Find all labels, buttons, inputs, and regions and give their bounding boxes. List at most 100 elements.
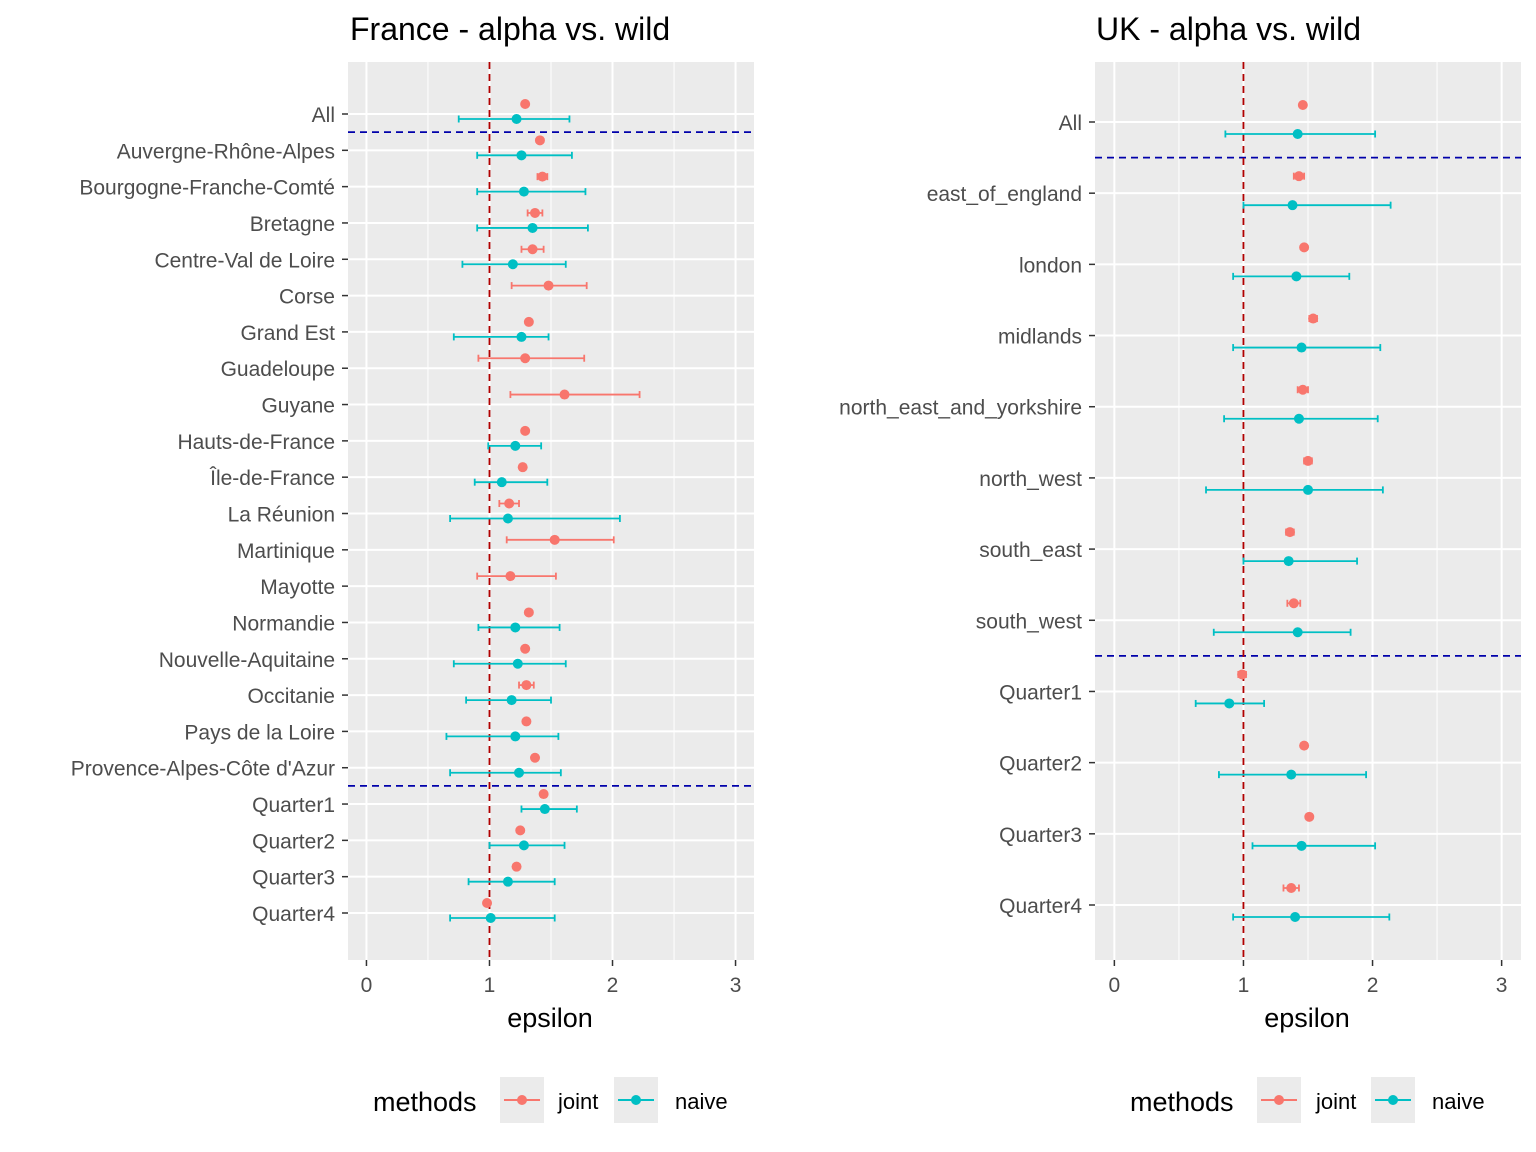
y-tick-label-normandie: Normandie xyxy=(232,612,335,635)
naive-point-south-west xyxy=(1292,627,1303,638)
joint-errorbar-occitanie xyxy=(518,680,535,691)
joint-errorbar-pays-de-la-loire xyxy=(521,716,532,727)
y-tick-label-all: All xyxy=(1059,112,1082,135)
joint-point-quarter4 xyxy=(482,898,493,908)
naive-errorbar-la-reunion xyxy=(449,513,621,524)
joint-point-la-reunion xyxy=(504,498,515,509)
joint-errorbar-quarter3 xyxy=(511,861,522,872)
x-tick-label-france: 1 xyxy=(484,974,496,997)
legend-key-point-joint-france xyxy=(517,1095,527,1105)
y-tick-label-east-of-england: east_of_england xyxy=(927,183,1082,206)
panel-france: 0 1 2 3 All Auvergne-Rhône-Alpes Bourgogne-Fra… xyxy=(71,11,754,1123)
joint-point-mayotte xyxy=(505,571,516,582)
y-tick-label-provence-alpes-cote-d-azur: Provence-Alpes-Côte d'Azur xyxy=(71,758,335,781)
naive-point-grand-est xyxy=(516,331,527,342)
naive-errorbar-occitanie xyxy=(465,695,552,706)
naive-errorbar-quarter3 xyxy=(1251,840,1377,851)
joint-point-bretagne xyxy=(530,207,541,218)
y-tick-label-north-east-and-yorkshire: north_east_and_yorkshire xyxy=(839,397,1082,420)
naive-errorbar-quarter2 xyxy=(488,840,566,851)
naive-errorbar-all xyxy=(1224,129,1377,139)
naive-errorbar-quarter4 xyxy=(449,913,556,923)
joint-errorbar-london xyxy=(1299,242,1310,253)
naive-errorbar-pays-de-la-loire xyxy=(445,731,560,742)
legend-label-naive-uk: naive xyxy=(1432,1089,1485,1114)
y-tick-label-auvergne-rhone-alpes: Auvergne-Rhône-Alpes xyxy=(117,140,335,163)
joint-point-quarter3 xyxy=(1304,811,1315,822)
legend-title-uk: methods xyxy=(1130,1087,1234,1117)
chart-title-france: France - alpha vs. wild xyxy=(350,11,670,47)
joint-point-north-west xyxy=(1303,455,1313,466)
joint-point-all xyxy=(520,99,531,109)
y-tick-label-quarter4: Quarter4 xyxy=(999,895,1082,918)
joint-errorbar-midlands xyxy=(1308,313,1319,324)
naive-point-all xyxy=(1292,129,1303,139)
joint-errorbar-quarter4 xyxy=(1282,883,1300,893)
joint-point-martinique xyxy=(549,534,560,545)
legend-label-joint-uk: joint xyxy=(1315,1089,1356,1114)
joint-point-auvergne-rhone-alpes xyxy=(534,135,545,146)
legend-label-joint-france: joint xyxy=(557,1089,598,1114)
y-tick-label-guyane: Guyane xyxy=(261,395,335,418)
y-tick-label-bourgogne-franche-comte: Bourgogne-Franche-Comté xyxy=(79,177,335,200)
naive-point-quarter4 xyxy=(1290,912,1301,922)
naive-point-east-of-england xyxy=(1287,200,1298,211)
y-tick-label-hauts-de-france: Hauts-de-France xyxy=(177,431,335,454)
naive-errorbar-ile-de-france xyxy=(473,477,549,488)
y-tick-label-centre-val-de-loire: Centre-Val de Loire xyxy=(154,249,335,272)
joint-errorbar-east-of-england xyxy=(1292,171,1306,182)
joint-errorbar-normandie xyxy=(523,607,534,618)
y-tick-label-london: london xyxy=(1019,254,1082,277)
y-tick-label-quarter2: Quarter2 xyxy=(999,753,1082,776)
naive-point-provence-alpes-cote-d-azur xyxy=(514,767,525,778)
x-tick-label-uk: 1 xyxy=(1238,974,1250,997)
joint-point-normandie xyxy=(523,607,534,618)
joint-point-quarter3 xyxy=(511,861,522,872)
joint-point-south-west xyxy=(1288,598,1299,609)
legend-key-point-naive-uk xyxy=(1388,1095,1398,1105)
naive-point-north-east-and-yorkshire xyxy=(1293,413,1304,424)
naive-point-south-east xyxy=(1283,556,1294,567)
naive-errorbar-quarter1 xyxy=(1194,698,1266,709)
naive-errorbar-normandie xyxy=(477,622,561,633)
joint-point-occitanie xyxy=(521,680,532,691)
joint-point-corse xyxy=(543,280,554,291)
joint-point-ile-de-france xyxy=(517,462,528,473)
naive-point-occitanie xyxy=(506,695,517,706)
y-tick-label-north-west: north_west xyxy=(979,468,1082,491)
naive-point-north-west xyxy=(1303,484,1313,495)
naive-errorbar-auvergne-rhone-alpes xyxy=(476,150,573,161)
y-tick-label-all: All xyxy=(312,104,335,127)
naive-errorbar-nouvelle-aquitaine xyxy=(452,658,567,669)
joint-errorbar-centre-val-de-loire xyxy=(520,244,545,255)
joint-errorbar-quarter2 xyxy=(515,825,526,836)
x-tick-label-france: 0 xyxy=(361,974,373,997)
naive-errorbar-south-east xyxy=(1242,556,1358,567)
joint-point-bourgogne-franche-comte xyxy=(537,171,548,182)
joint-errorbar-north-east-and-yorkshire xyxy=(1296,384,1309,395)
joint-errorbar-martinique xyxy=(505,534,615,545)
joint-errorbar-auvergne-rhone-alpes xyxy=(534,135,545,146)
joint-point-midlands xyxy=(1308,313,1319,324)
joint-point-south-east xyxy=(1284,527,1295,538)
joint-point-guyane xyxy=(559,389,570,400)
joint-point-quarter1 xyxy=(538,789,549,800)
naive-point-normandie xyxy=(510,622,521,633)
y-tick-label-pays-de-la-loire: Pays de la Loire xyxy=(184,721,335,744)
joint-point-provence-alpes-cote-d-azur xyxy=(530,752,541,763)
joint-errorbar-all xyxy=(1297,100,1308,110)
joint-errorbar-south-west xyxy=(1286,598,1302,609)
naive-errorbar-centre-val-de-loire xyxy=(461,259,567,270)
naive-point-centre-val-de-loire xyxy=(507,259,518,270)
y-tick-label-south-west: south_west xyxy=(976,610,1082,633)
y-tick-label-quarter2: Quarter2 xyxy=(252,830,335,853)
naive-point-bretagne xyxy=(527,222,538,233)
naive-point-quarter1 xyxy=(539,804,550,815)
legend-france: methods joint naive xyxy=(373,1077,728,1123)
naive-errorbar-quarter2 xyxy=(1218,769,1367,780)
joint-point-north-east-and-yorkshire xyxy=(1297,384,1308,395)
joint-errorbar-quarter3 xyxy=(1304,811,1315,822)
y-tick-label-quarter3: Quarter3 xyxy=(999,824,1082,847)
